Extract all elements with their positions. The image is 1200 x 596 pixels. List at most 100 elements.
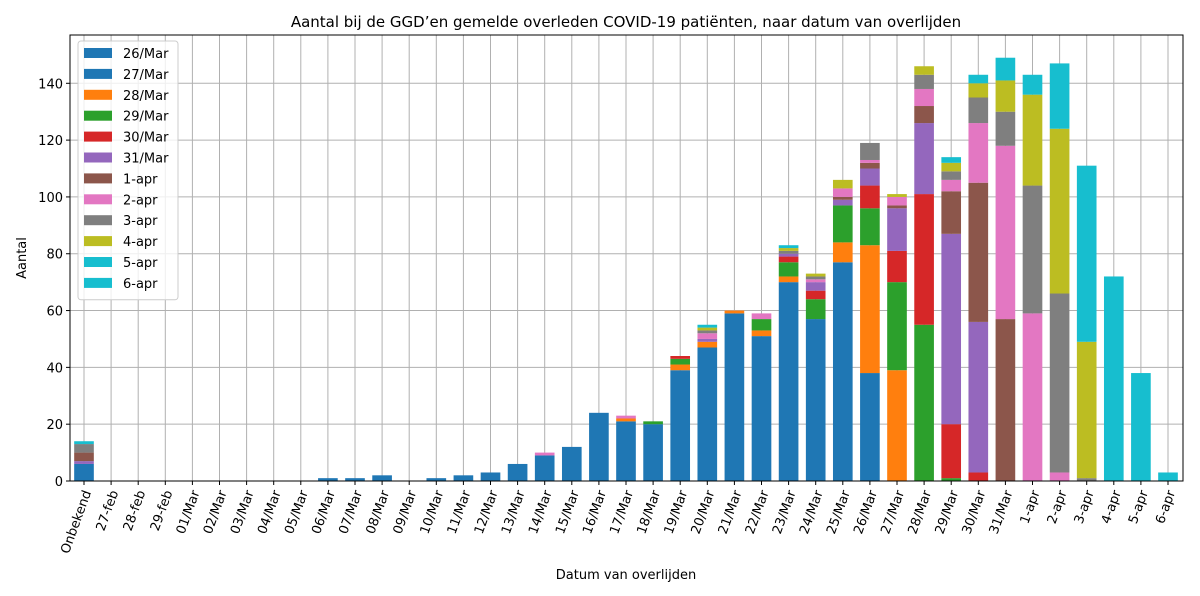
legend-label: 27/Mar xyxy=(123,68,169,83)
legend-swatch xyxy=(84,68,112,79)
bar-segment xyxy=(968,321,989,473)
y-axis-label: Aantal xyxy=(15,237,30,279)
legend-item: 5-apr xyxy=(84,256,158,271)
bar-segment xyxy=(860,245,880,374)
bar-segment xyxy=(832,196,853,200)
legend-item: 6-apr xyxy=(84,277,158,292)
bar-segment xyxy=(74,461,94,464)
y-tick-label: 60 xyxy=(46,305,63,320)
y-tick-label: 0 xyxy=(55,475,63,490)
series-30/Mar xyxy=(670,185,989,481)
bar-segment xyxy=(941,179,962,192)
bar-segment xyxy=(778,245,799,249)
bar-segment xyxy=(778,256,799,263)
bar-segment xyxy=(995,145,1016,320)
bar-segment xyxy=(805,279,826,283)
bar-segment xyxy=(832,262,853,481)
bar-segment xyxy=(914,74,934,89)
bar-segment xyxy=(1076,165,1097,342)
bar-segment xyxy=(860,162,880,169)
bar-segment xyxy=(1049,472,1070,481)
legend-swatch xyxy=(84,152,112,163)
bar-segment xyxy=(643,424,663,481)
bar-segment xyxy=(805,273,826,277)
legend-swatch xyxy=(84,173,112,184)
bar-segment xyxy=(941,191,962,234)
y-tick-label: 20 xyxy=(46,418,63,433)
legend-label: 3-apr xyxy=(123,214,158,229)
bar-segment xyxy=(860,208,880,246)
bar-segment xyxy=(995,319,1016,481)
bar-segment xyxy=(1022,313,1043,481)
bar-segment xyxy=(832,205,853,243)
bar-segment xyxy=(914,106,934,124)
bar-segment xyxy=(887,194,907,197)
bar-segment xyxy=(751,319,772,331)
bar-segment xyxy=(914,88,934,107)
bar-segment xyxy=(778,253,799,257)
bar-segment xyxy=(1022,74,1043,95)
bar-segment xyxy=(670,364,691,371)
legend-swatch xyxy=(84,257,112,267)
y-axis-ticks: 0 20 40 60 80 100 120 140 xyxy=(38,77,70,490)
legend-item: 1-apr xyxy=(84,172,158,187)
bar-segment xyxy=(616,421,636,481)
bar-segment xyxy=(941,157,962,163)
bar-segment xyxy=(670,358,691,365)
x-axis-label: Datum van overlijden xyxy=(556,568,696,583)
bar-segment xyxy=(74,463,94,481)
bar-segment xyxy=(697,324,718,328)
legend-label: 29/Mar xyxy=(123,110,169,125)
bar-segment xyxy=(968,74,989,84)
bar-segment xyxy=(751,336,772,481)
bar-segment xyxy=(589,412,609,481)
bar-segment xyxy=(534,452,555,456)
series-1-apr xyxy=(74,106,1016,481)
series-3-apr xyxy=(74,74,1097,481)
bar-segment xyxy=(561,446,582,481)
y-tick-label: 140 xyxy=(38,77,63,92)
bar-segment xyxy=(1049,63,1070,129)
legend-label: 6-apr xyxy=(123,277,158,292)
bar-segment xyxy=(453,475,474,481)
legend-label: 26/Mar xyxy=(123,47,169,62)
bars xyxy=(74,57,1178,481)
bar-segment xyxy=(1103,276,1124,481)
series-29/Mar xyxy=(643,205,962,481)
legend-item: 30/Mar xyxy=(84,131,169,146)
bar-segment xyxy=(887,370,907,481)
bar-segment xyxy=(372,475,392,481)
bar-segment xyxy=(1076,478,1097,481)
bar-segment xyxy=(751,313,772,320)
series-5-apr xyxy=(74,57,1178,481)
bar-segment xyxy=(480,472,501,481)
bar-segment xyxy=(805,319,826,481)
bar-segment xyxy=(778,262,799,277)
series-26/Mar xyxy=(74,262,853,481)
legend-swatch xyxy=(84,194,112,205)
series-4-apr xyxy=(697,66,1097,479)
bar-segment xyxy=(805,299,826,320)
legend-item: 2-apr xyxy=(84,193,158,208)
bar-segment xyxy=(805,282,826,291)
legend-swatch xyxy=(84,236,112,247)
bar-segment xyxy=(941,171,962,180)
bar-segment xyxy=(914,324,934,481)
bar-segment xyxy=(1049,293,1070,473)
legend-swatch xyxy=(84,131,112,142)
bar-segment xyxy=(914,66,934,75)
bar-segment xyxy=(1049,128,1070,294)
legend-item: 29/Mar xyxy=(84,110,169,125)
series-2-apr xyxy=(534,88,1070,481)
bar-segment xyxy=(74,441,94,445)
legend-item: 4-apr xyxy=(84,235,158,250)
bar-segment xyxy=(860,373,880,481)
legend: 26/Mar 27/Mar 28/Mar 29/Mar 30/Mar 31/Mar 1-ap… xyxy=(77,40,179,301)
legend-item: 31/Mar xyxy=(84,152,169,167)
bar-segment xyxy=(724,310,745,314)
series-27/Mar xyxy=(860,373,880,481)
legend-label: 2-apr xyxy=(123,193,158,208)
bar-segment xyxy=(887,282,907,371)
bar-segment xyxy=(670,370,691,481)
bar-segment xyxy=(318,478,338,481)
